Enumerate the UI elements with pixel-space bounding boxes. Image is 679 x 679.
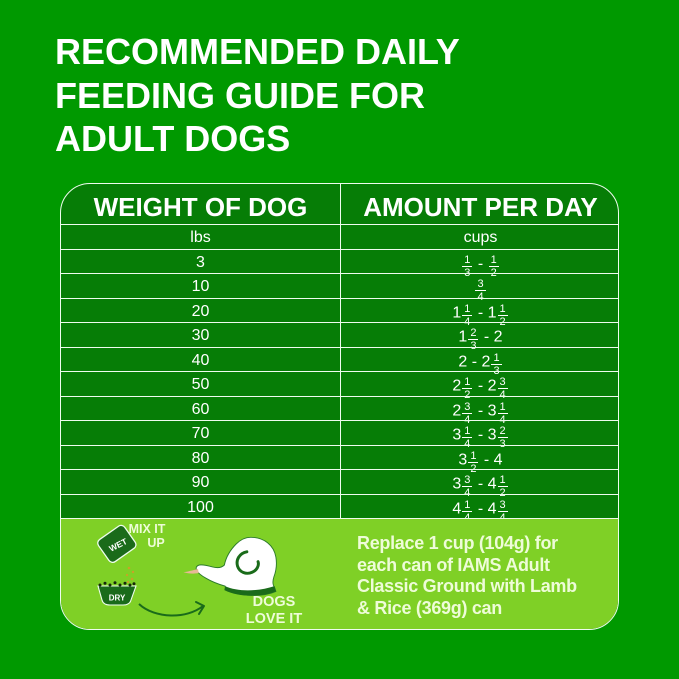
svg-text:DOGS: DOGS: [253, 594, 296, 610]
svg-text:LOVE IT: LOVE IT: [246, 611, 303, 623]
svg-text:MIX IT: MIX IT: [129, 522, 166, 536]
svg-text:DRY: DRY: [109, 594, 126, 603]
svg-text:UP: UP: [147, 536, 164, 550]
